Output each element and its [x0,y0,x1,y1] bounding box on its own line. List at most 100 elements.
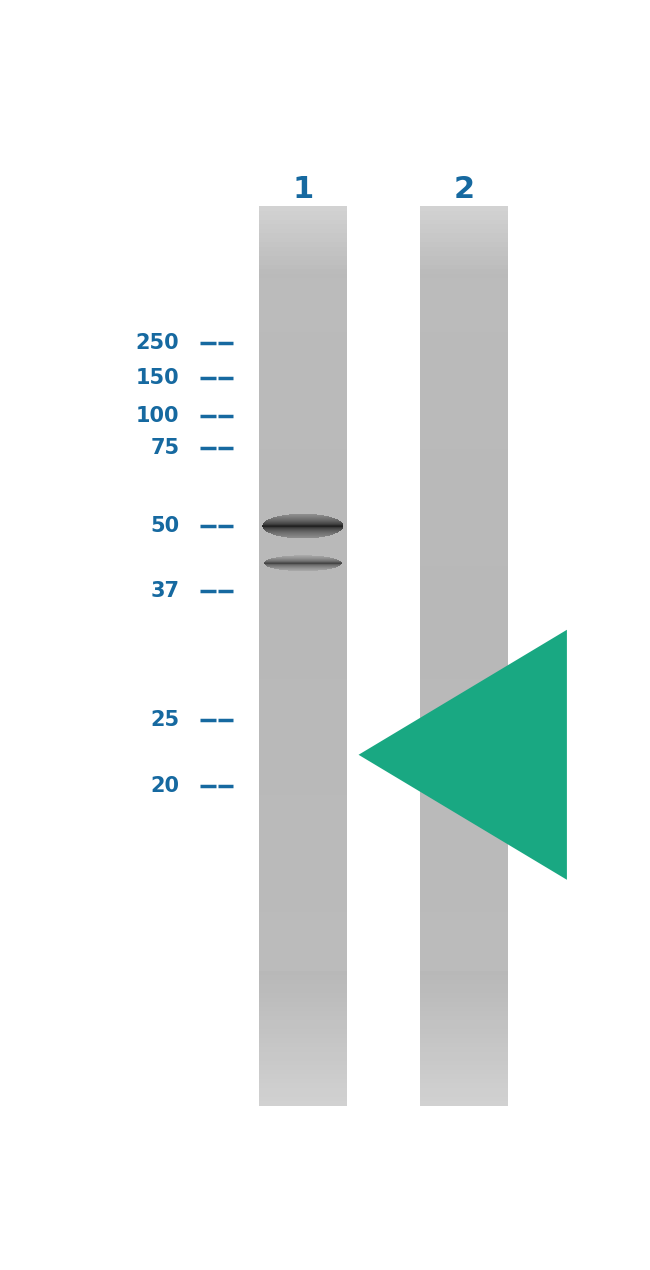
Text: 75: 75 [150,438,179,457]
Bar [259,751,347,754]
Bar [420,899,508,903]
Bar [420,404,508,409]
Bar [259,538,347,544]
Bar [259,926,347,931]
Bar [420,1007,508,1011]
Bar [259,584,347,588]
Bar [259,310,347,314]
Bar [259,795,347,800]
Bar [420,372,508,377]
Bar [420,872,508,876]
Bar [259,710,347,715]
Bar [420,958,508,961]
Bar [420,715,508,719]
Bar [420,544,508,549]
Bar [259,471,347,476]
Bar [259,354,347,359]
Bar [259,809,347,814]
Bar [259,1074,347,1078]
Bar [420,765,508,768]
Bar [420,926,508,931]
Bar [420,669,508,674]
Bar [420,354,508,359]
Bar [259,1025,347,1030]
Bar [259,899,347,903]
Bar [420,494,508,499]
Bar [420,687,508,692]
Bar [420,768,508,773]
Bar [259,754,347,759]
Bar [259,508,347,512]
Bar [259,853,347,859]
Bar [420,333,508,337]
Bar [259,674,347,678]
Bar [259,823,347,827]
Bar [420,922,508,926]
Bar [259,836,347,841]
Bar [420,584,508,588]
Bar [420,345,508,351]
Bar [259,598,347,602]
Bar [259,328,347,333]
Bar [420,998,508,1002]
Bar [420,255,508,260]
Bar [420,566,508,570]
Bar [259,544,347,549]
Bar [420,683,508,687]
Bar [420,328,508,333]
Bar [259,278,347,283]
Bar [420,1083,508,1088]
Bar [420,800,508,804]
Bar [420,665,508,669]
Bar [259,961,347,966]
Bar [420,940,508,944]
Bar [420,314,508,319]
Bar [420,823,508,827]
Bar [259,251,347,255]
Bar [259,791,347,795]
Bar [420,215,508,220]
Bar [420,876,508,881]
Bar [420,1052,508,1057]
Bar [420,634,508,638]
Bar [259,1020,347,1025]
Bar [259,701,347,706]
Bar [259,480,347,485]
Bar [259,1034,347,1039]
Bar [420,575,508,579]
Bar [259,1007,347,1011]
Bar [259,850,347,853]
Bar [259,512,347,517]
Bar [259,296,347,301]
Bar [420,319,508,323]
Bar [259,342,347,345]
Bar [259,372,347,377]
Bar [259,319,347,323]
Bar [420,742,508,745]
Bar [420,296,508,301]
Bar [420,535,508,538]
Bar [420,696,508,701]
Bar [420,652,508,657]
Bar [259,970,347,975]
Bar [420,471,508,476]
Bar [259,292,347,296]
Bar [420,1101,508,1106]
Bar [259,687,347,692]
Bar [259,646,347,652]
Bar [420,841,508,845]
Text: 20: 20 [151,776,179,796]
Bar [259,305,347,310]
Bar [259,678,347,683]
Bar [420,561,508,566]
Bar [259,998,347,1002]
Bar [420,444,508,450]
Bar [420,952,508,958]
Bar [259,765,347,768]
Bar [420,549,508,552]
Bar [420,517,508,521]
Bar [259,759,347,765]
Bar [259,287,347,292]
Bar [420,885,508,890]
Bar [259,273,347,278]
